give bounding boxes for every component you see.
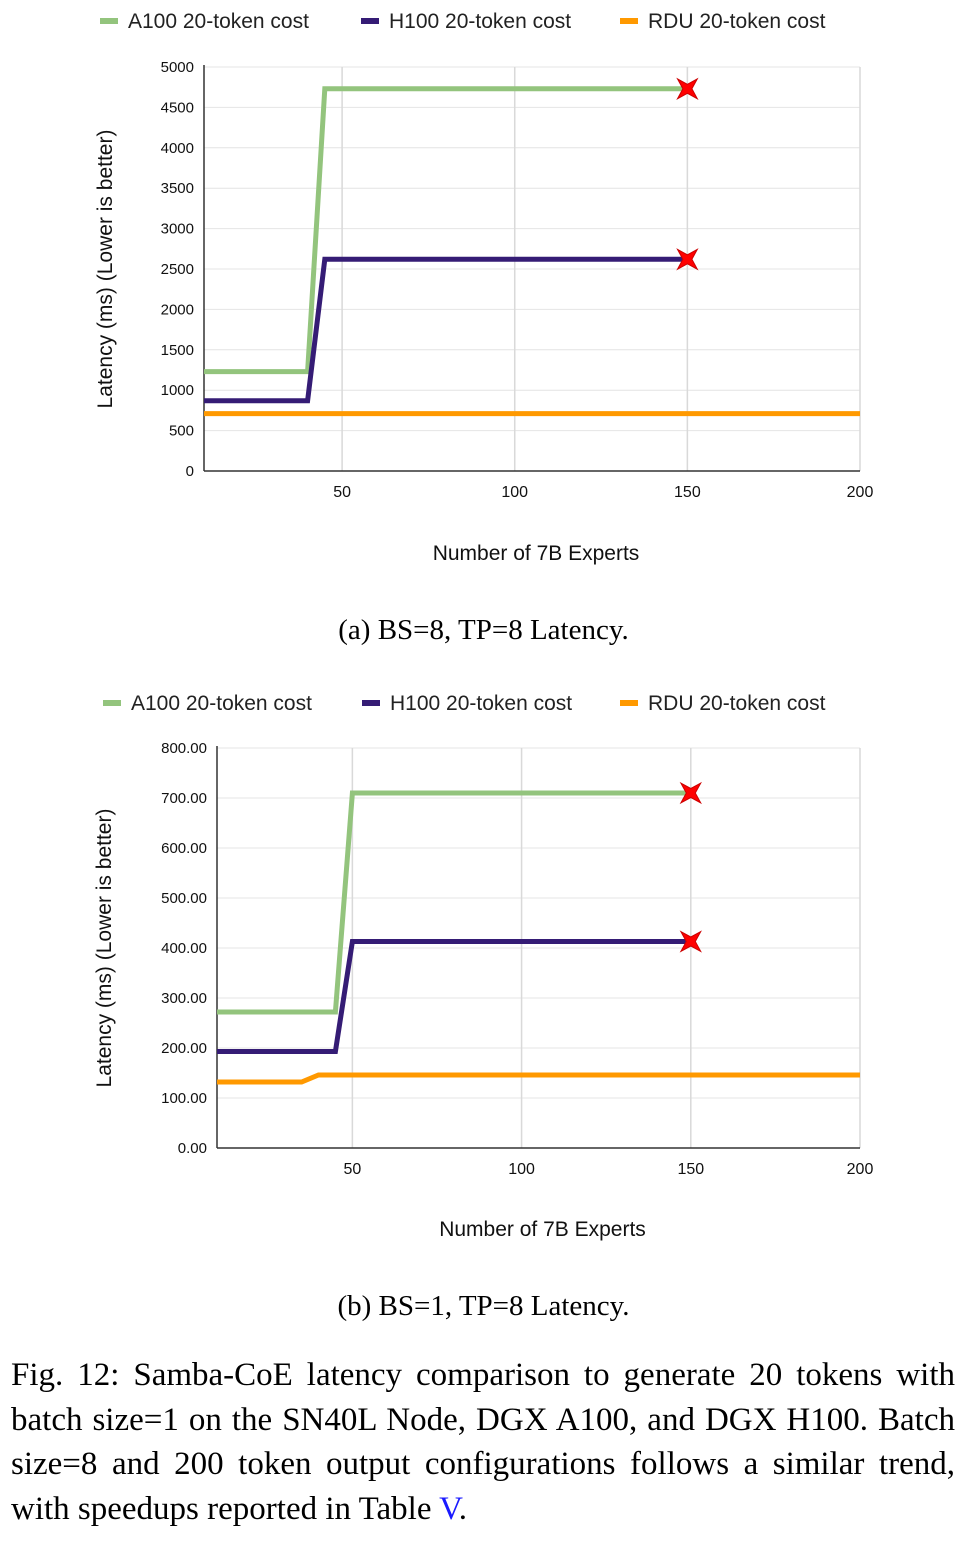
table-reference-link[interactable]: V — [439, 1490, 459, 1527]
end-marker-star-a-0 — [676, 77, 699, 100]
y-tick-label: 500.00 — [161, 890, 207, 907]
y-tick-label: 4000 — [161, 140, 194, 157]
end-marker-star-b-0 — [679, 781, 702, 805]
y-tick-label: 3500 — [161, 180, 194, 197]
chart-a: 0 500 1000 1500 2000 2500 3000 3500 4000 4500 5000… — [0, 0, 967, 620]
series-line-a-0 — [204, 86, 688, 375]
x-tick-label: 150 — [677, 1161, 704, 1178]
legend-swatch — [361, 18, 379, 24]
y-tick-label: 2000 — [161, 301, 194, 318]
caption-text: Fig. 12: Samba-CoE latency comparison to… — [11, 1357, 955, 1527]
chart-a-svg: 0 500 1000 1500 2000 2500 3000 3500 4000 4500 5000… — [94, 10, 874, 565]
x-tick-label: 200 — [847, 1161, 874, 1178]
end-marker-star-b-1 — [679, 930, 702, 953]
y-axis-title: Latency (ms) (Lower is better) — [93, 809, 116, 1088]
chart-b-svg: 0.00 100.00 200.00 300.00 400.00 500.00 600.00… — [93, 692, 874, 1241]
chart-b: 0.00 100.00 200.00 300.00 400.00 500.00 600.00… — [0, 680, 967, 1300]
series-line-b-0 — [217, 790, 691, 1015]
legend-swatch — [100, 18, 118, 24]
legend-label: H100 20-token cost — [390, 692, 572, 715]
y-tick-label: 4500 — [161, 99, 194, 116]
x-tick-label: 150 — [674, 484, 701, 501]
x-tick-label: 50 — [343, 1161, 361, 1178]
legend-swatch — [103, 700, 121, 706]
series-line-b-1 — [217, 939, 691, 1054]
legend-label: A100 20-token cost — [131, 692, 312, 715]
y-tick-label: 0.00 — [178, 1140, 207, 1157]
y-tick-label: 200.00 — [161, 1040, 207, 1057]
figure-caption: Fig. 12: Samba-CoE latency comparison to… — [11, 1353, 955, 1531]
legend-label: RDU 20-token cost — [648, 10, 826, 33]
subcaption-b: (b) BS=1, TP=8 Latency. — [337, 1290, 630, 1322]
series-line-a-1 — [204, 256, 688, 404]
y-tick-label: 300.00 — [161, 990, 207, 1007]
x-axis-title: Number of 7B Experts — [439, 1218, 646, 1241]
y-tick-label: 600.00 — [161, 840, 207, 857]
y-tick-label: 5000 — [161, 59, 194, 76]
subcaption-a: (a) BS=8, TP=8 Latency. — [338, 614, 629, 646]
y-tick-label: 500 — [169, 423, 194, 440]
x-tick-label: 50 — [333, 484, 351, 501]
legend-label: A100 20-token cost — [128, 10, 309, 33]
y-tick-label: 0 — [186, 463, 194, 480]
y-tick-label: 700.00 — [161, 790, 207, 807]
caption-end: . — [458, 1490, 467, 1527]
legend-swatch — [620, 18, 638, 24]
y-tick-label: 1000 — [161, 382, 194, 399]
x-axis-title: Number of 7B Experts — [433, 542, 640, 565]
y-axis-title: Latency (ms) (Lower is better) — [94, 130, 117, 409]
legend-label: H100 20-token cost — [389, 10, 571, 33]
y-tick-label: 400.00 — [161, 940, 207, 957]
end-marker-star-a-1 — [676, 248, 699, 271]
y-tick-label: 800.00 — [161, 740, 207, 757]
series-line-b-2 — [217, 1072, 860, 1085]
y-tick-label: 2500 — [161, 261, 194, 278]
legend-label: RDU 20-token cost — [648, 692, 826, 715]
y-tick-label: 100.00 — [161, 1090, 207, 1107]
legend-swatch — [620, 700, 638, 706]
x-tick-label: 100 — [501, 484, 528, 501]
y-tick-label: 3000 — [161, 221, 194, 238]
x-tick-label: 200 — [847, 484, 874, 501]
y-tick-label: 1500 — [161, 342, 194, 359]
legend-swatch — [362, 700, 380, 706]
x-tick-label: 100 — [508, 1161, 535, 1178]
